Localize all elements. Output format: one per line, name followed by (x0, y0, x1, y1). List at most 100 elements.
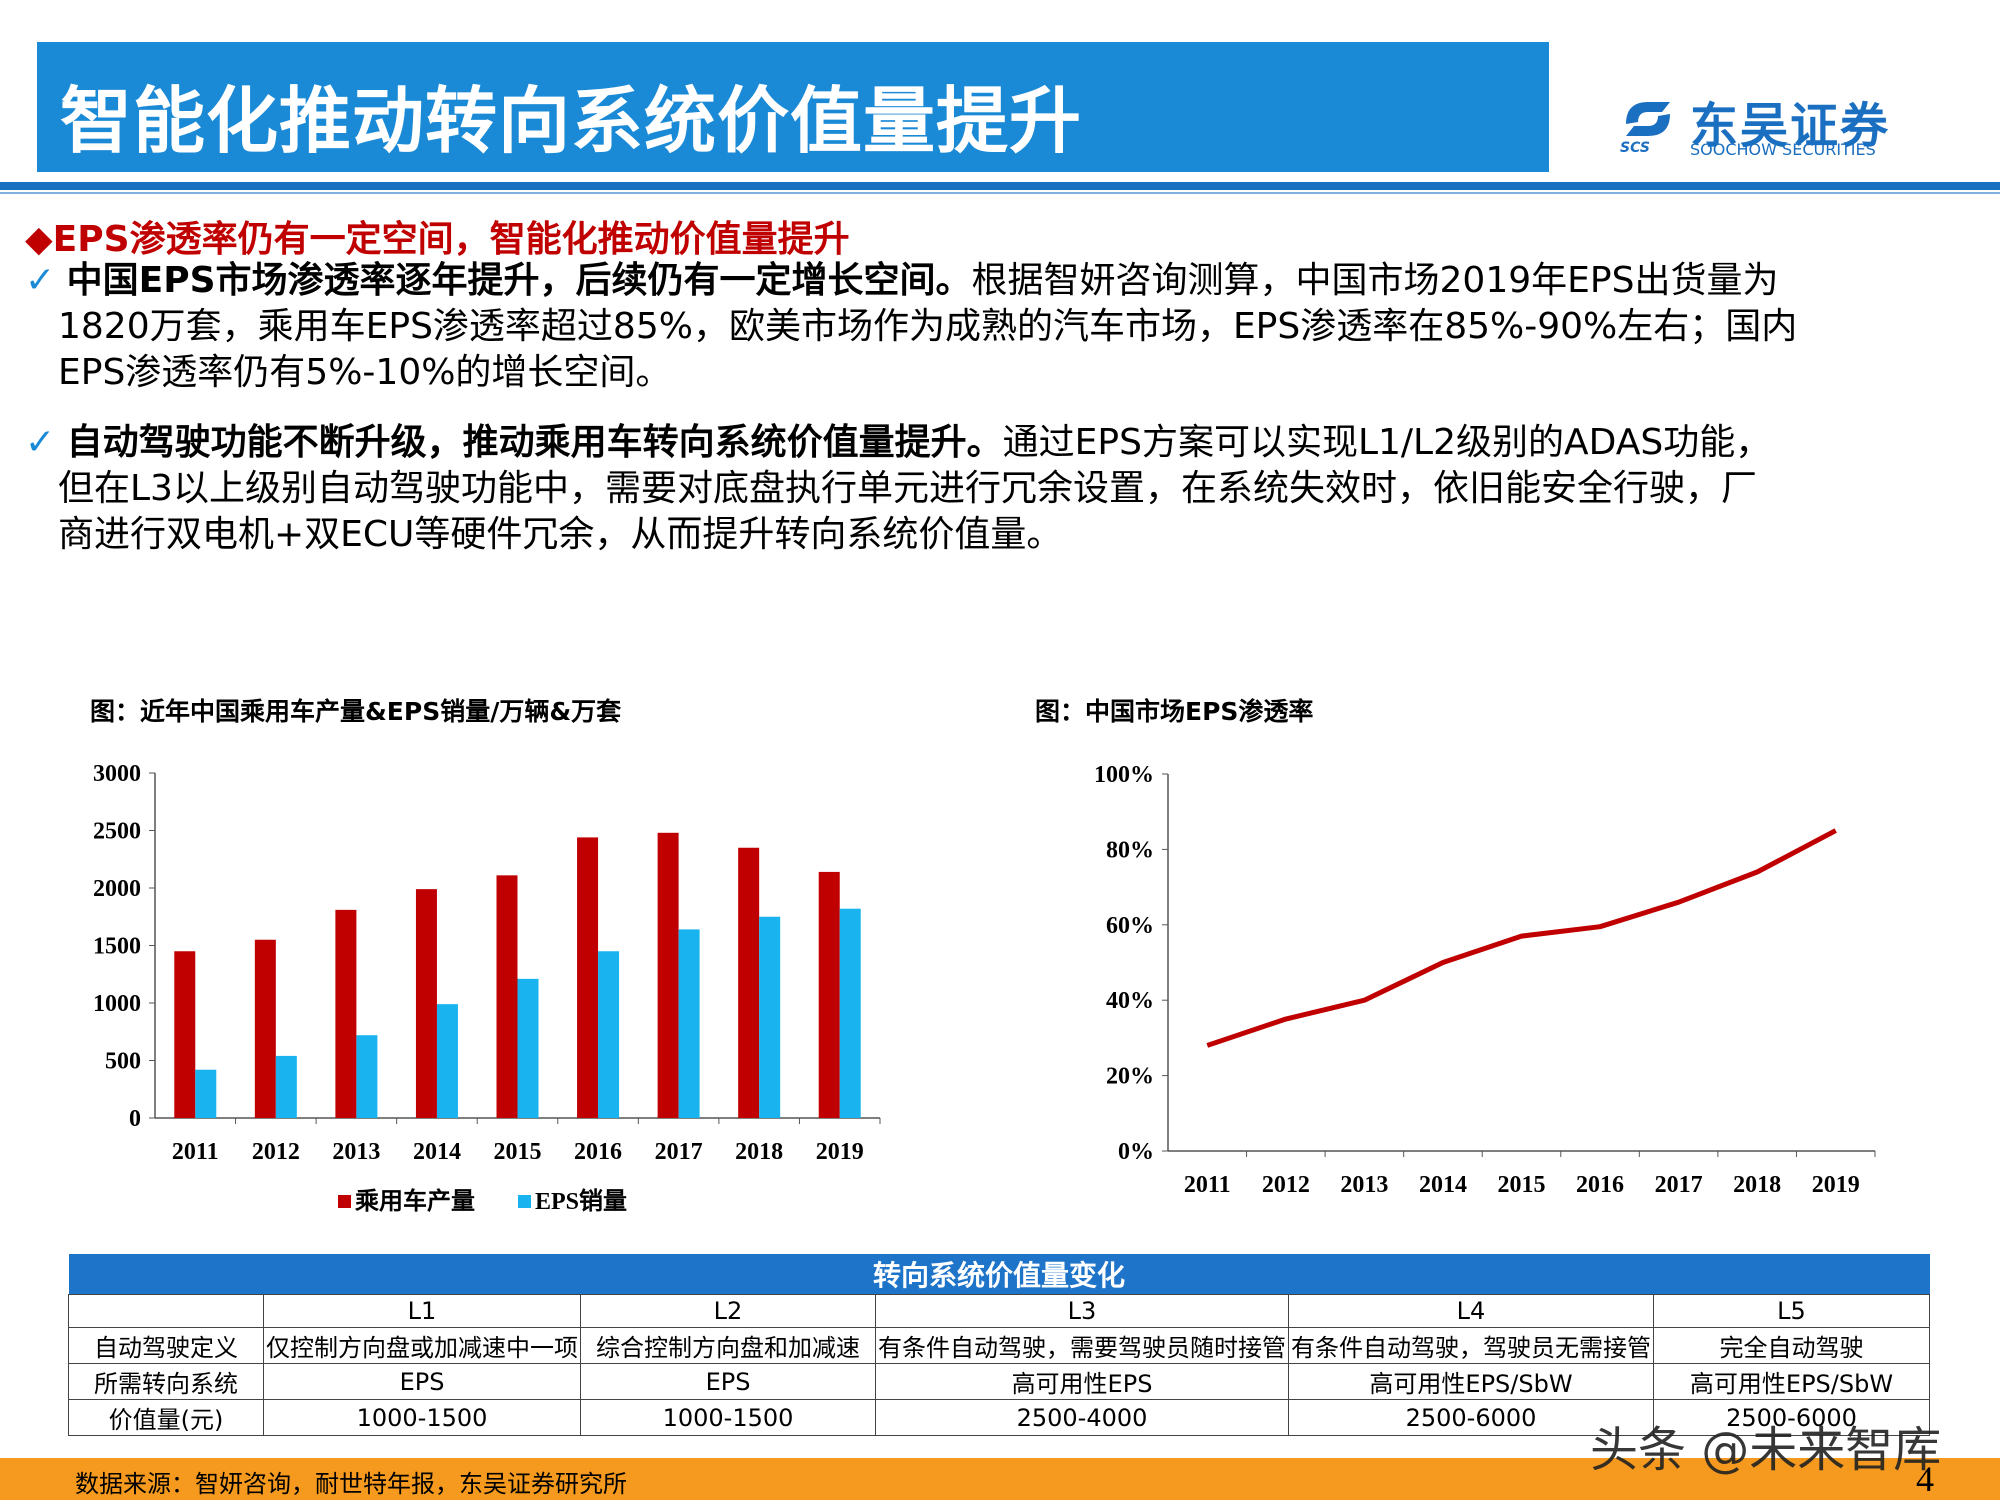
table-header-l4: L4 (1288, 1294, 1654, 1328)
table-header-l1: L1 (263, 1294, 581, 1328)
table-cell: EPS (263, 1363, 581, 1400)
table-row-label: 自动驾驶定义 (68, 1327, 264, 1364)
y-tick-label: 3000 (93, 761, 141, 787)
table-corner-cell (68, 1294, 264, 1328)
legend-label: EPS销量 (535, 1188, 627, 1215)
x-tick-label: 2013 (1340, 1172, 1388, 1198)
x-tick-label: 2018 (735, 1139, 783, 1165)
x-tick-label: 2014 (413, 1139, 461, 1165)
table-cell: 1000-1500 (263, 1399, 581, 1436)
bar-eps-sales (598, 951, 620, 1118)
paragraph-1-lead: 中国EPS市场渗透率逐年提升，后续仍有一定增长空间。 (66, 260, 972, 301)
company-logo-icon (1626, 102, 1670, 136)
bar-car-production (738, 847, 760, 1118)
paragraph-2-line3: 商进行双电机+双ECU等硬件冗余，从而提升转向系统价值量。 (58, 514, 1063, 555)
logo-abbr: SCS (1620, 140, 1650, 156)
y-tick-label: 500 (105, 1049, 141, 1075)
y-tick-label: 100% (1094, 762, 1154, 788)
x-tick-label: 2012 (252, 1139, 300, 1165)
x-tick-label: 2016 (574, 1139, 622, 1165)
page-title: 智能化推动转向系统价值量提升 (60, 79, 1083, 163)
x-tick-label: 2011 (172, 1139, 219, 1165)
table-cell: 2500-4000 (875, 1399, 1289, 1436)
x-tick-label: 2019 (1812, 1172, 1860, 1198)
figure-title-left: 图：近年中国乘用车产量&EPS销量/万辆&万套 (90, 697, 622, 726)
paragraph-1-line1: 根据智妍咨询测算，中国市场2019年EPS出货量为 (971, 260, 1779, 301)
line-series-penetration (1206, 828, 1837, 1048)
table-cell: 2500-6000 (1288, 1399, 1654, 1436)
y-tick-label: 20% (1106, 1064, 1154, 1090)
bar-car-production (577, 837, 599, 1118)
paragraph-1: ✓ 中国EPS市场渗透率逐年提升，后续仍有一定增长空间。根据智妍咨询测算，中国市… (25, 258, 1975, 396)
bar-eps-sales (356, 1035, 378, 1118)
table-header-l3: L3 (875, 1294, 1289, 1328)
section-heading: ◆EPS渗透率仍有一定空间，智能化推动价值量提升 (25, 219, 850, 260)
y-tick-label: 1500 (93, 934, 141, 960)
table-title: 转向系统价值量变化 (68, 1254, 1930, 1295)
table-cell: 高可用性EPS (875, 1363, 1289, 1400)
y-tick-label: 2500 (93, 819, 141, 845)
table-header-l2: L2 (580, 1294, 876, 1328)
x-tick-label: 2016 (1576, 1172, 1624, 1198)
paragraph-2-line1: 通过EPS方案可以实现L1/L2级别的ADAS功能， (1002, 422, 1772, 463)
table-cell: EPS (580, 1363, 876, 1400)
title-banner (37, 42, 1549, 172)
y-tick-label: 60% (1106, 913, 1154, 939)
y-tick-label: 40% (1106, 988, 1154, 1014)
table-row-label: 价值量(元) (68, 1399, 264, 1436)
x-tick-label: 2015 (1498, 1172, 1546, 1198)
table-cell: 综合控制方向盘和加减速 (580, 1327, 876, 1364)
bar-car-production (174, 951, 196, 1118)
x-tick-label: 2011 (1184, 1172, 1231, 1198)
table-cell: 2500-6000 (1653, 1399, 1930, 1436)
paragraph-2-line2: 但在L3以上级别自动驾驶功能中，需要对底盘执行单元进行冗余设置，在系统失效时，依… (58, 468, 1757, 509)
bar-eps-sales (839, 908, 861, 1118)
bar-car-production (415, 889, 437, 1118)
table-cell: 有条件自动驾驶，驾驶员无需接管 (1288, 1327, 1654, 1364)
x-tick-label: 2018 (1733, 1172, 1781, 1198)
page-number: 4 (1916, 1459, 1934, 1499)
header-divider (0, 182, 2000, 190)
bar-car-production (496, 875, 518, 1118)
legend-swatch (338, 1195, 351, 1208)
bar-car-production (657, 832, 679, 1118)
x-tick-label: 2015 (494, 1139, 542, 1165)
logo-name-cn: 东吴证券 (1690, 98, 1891, 154)
table-cell: 有条件自动驾驶，需要驾驶员随时接管 (875, 1327, 1289, 1364)
paragraph-2-lead: 自动驾驶功能不断升级，推动乘用车转向系统价值量提升。 (66, 422, 1003, 463)
check-icon: ✓ (25, 260, 56, 301)
bar-chart: 0 500 1000 1500 2000 2500 3000 2011 2012 2013 2014… (93, 761, 881, 1215)
bar-car-production (818, 871, 840, 1118)
header-divider-thin (0, 192, 2000, 194)
paragraph-2: ✓ 自动驾驶功能不断升级，推动乘用车转向系统价值量提升。通过EPS方案可以实现L… (25, 420, 1975, 558)
table-row: 价值量(元) 1000-1500 1000-1500 2500-4000 250… (68, 1399, 1930, 1436)
y-tick-label: 0 (129, 1106, 141, 1132)
footer-bar (0, 1458, 2000, 1500)
x-tick-label: 2019 (816, 1139, 864, 1165)
table-row: 自动驾驶定义 仅控制方向盘或加减速中一项 综合控制方向盘和加减速 有条件自动驾驶… (68, 1327, 1930, 1364)
table-cell: 高可用性EPS/SbW (1288, 1363, 1654, 1400)
paragraph-1-line3: EPS渗透率仍有5%-10%的增长空间。 (58, 352, 672, 393)
x-tick-label: 2017 (655, 1139, 703, 1165)
legend-label: 乘用车产量 (354, 1187, 475, 1215)
y-tick-label: 2000 (93, 876, 141, 902)
figure-title-right: 图：中国市场EPS渗透率 (1035, 697, 1314, 726)
bar-eps-sales (275, 1055, 297, 1118)
paragraph-1-line2: 1820万套，乘用车EPS渗透率超过85%，欧美市场作为成熟的汽车市场，EPS渗… (58, 306, 1798, 347)
table-cell: 1000-1500 (580, 1399, 876, 1436)
y-tick-label: 0% (1118, 1139, 1154, 1165)
table-header-row: L1 L2 L3 L4 L5 (68, 1294, 1930, 1328)
x-tick-label: 2013 (332, 1139, 380, 1165)
table-cell: 仅控制方向盘或加减速中一项 (263, 1327, 581, 1364)
table-header-l5: L5 (1653, 1294, 1930, 1328)
bar-eps-sales (517, 978, 539, 1118)
x-tick-label: 2017 (1655, 1172, 1703, 1198)
y-tick-label: 1000 (93, 991, 141, 1017)
bar-car-production (335, 909, 357, 1118)
table-cell: 完全自动驾驶 (1653, 1327, 1930, 1364)
y-tick-label: 80% (1106, 837, 1154, 863)
watermark: 头条 @未来智库 (1590, 1422, 1942, 1478)
bar-eps-sales (436, 1004, 458, 1118)
check-icon: ✓ (25, 422, 56, 463)
x-tick-label: 2012 (1262, 1172, 1310, 1198)
